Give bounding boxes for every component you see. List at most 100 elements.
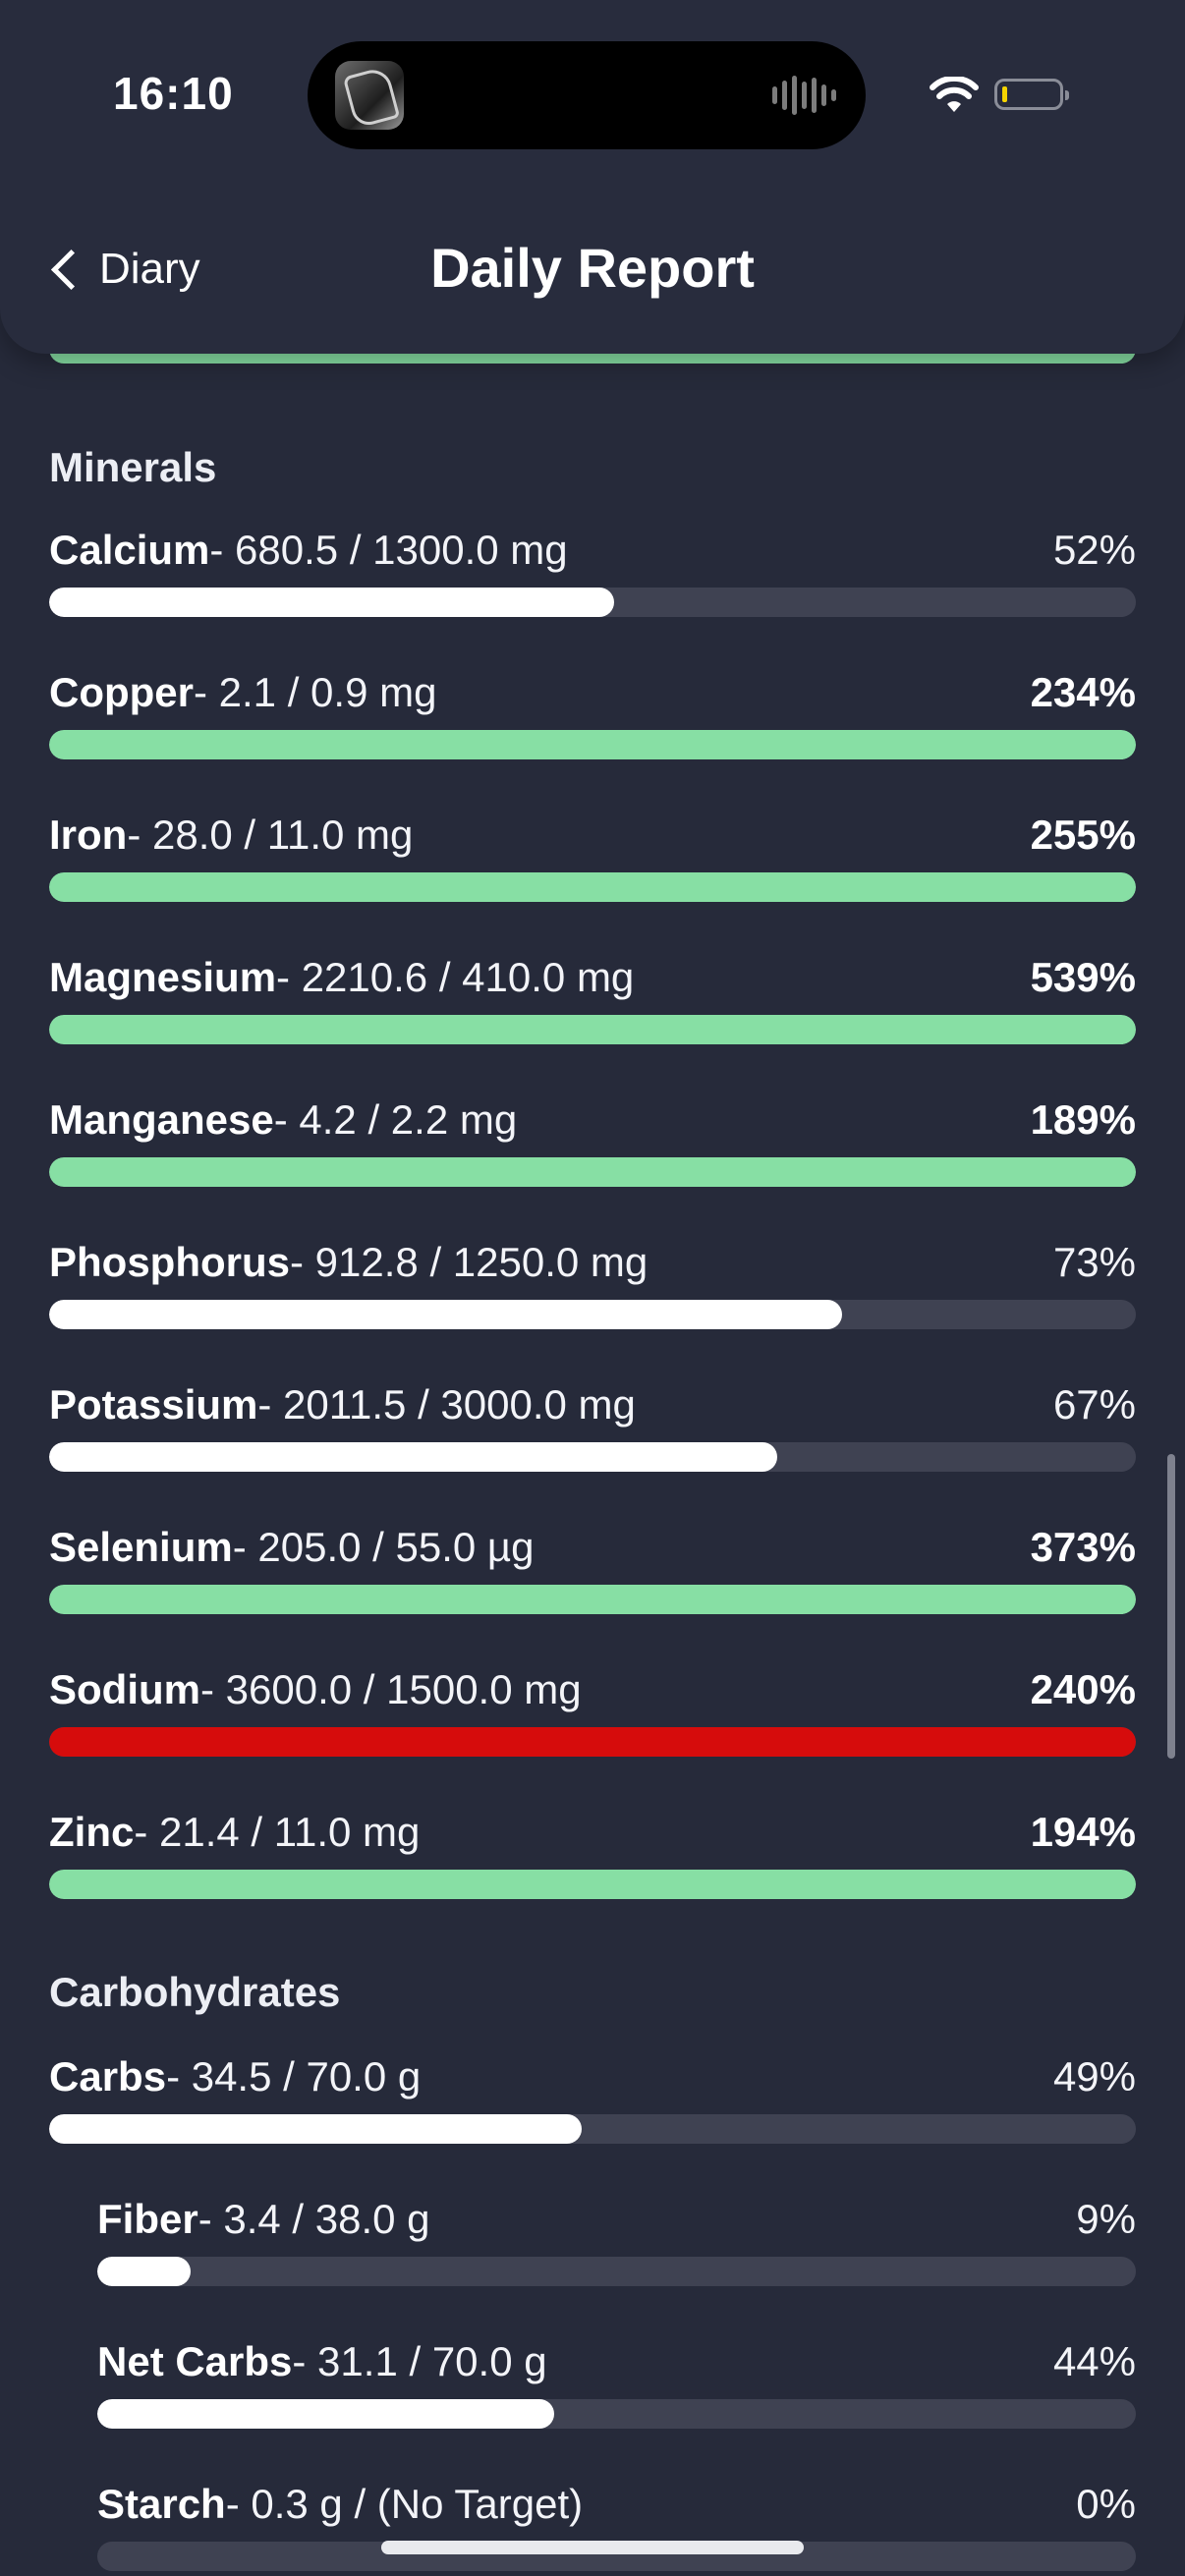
nutrient-name: Calcium xyxy=(49,527,210,573)
progress-fill xyxy=(49,1870,1136,1899)
page-title: Daily Report xyxy=(430,237,755,299)
back-button[interactable]: Diary xyxy=(47,240,200,299)
progress-track xyxy=(49,872,1136,902)
status-time: 16:10 xyxy=(113,68,234,119)
nutrient-name: Magnesium xyxy=(49,954,277,1000)
nutrient-percent: 9% xyxy=(1076,2196,1136,2242)
progress-fill xyxy=(49,2114,582,2144)
home-indicator[interactable] xyxy=(381,2541,804,2554)
nutrient-label: Copper- 2.1 / 0.9 mg 234% xyxy=(49,665,1136,720)
nav-header: 16:10 Diary Daily Report xyxy=(0,0,1185,354)
progress-fill xyxy=(49,588,615,617)
nutrient-label: Selenium- 205.0 / 55.0 µg 373% xyxy=(49,1520,1136,1575)
nutrient-name: Selenium xyxy=(49,1524,233,1570)
nutrient-amount: - 28.0 / 11.0 mg xyxy=(127,812,414,858)
nutrient-row[interactable]: Potassium- 2011.5 / 3000.0 mg 67% xyxy=(49,1377,1136,1472)
nutrient-percent: 255% xyxy=(1030,812,1136,858)
nutrient-name: Sodium xyxy=(49,1666,200,1712)
section-title-minerals: Minerals xyxy=(49,444,217,490)
nutrient-amount: - 2210.6 / 410.0 mg xyxy=(276,954,635,1000)
nutrient-name: Fiber xyxy=(97,2196,198,2242)
nutrient-amount: - 2.1 / 0.9 mg xyxy=(194,669,437,715)
progress-track xyxy=(49,1442,1136,1472)
nutrient-percent: 234% xyxy=(1030,669,1136,715)
progress-track xyxy=(49,1585,1136,1614)
nutrient-percent: 0% xyxy=(1076,2481,1136,2527)
audio-waveform-icon xyxy=(772,76,836,115)
nutrient-row[interactable]: Starch- 0.3 g / (No Target) 0% xyxy=(97,2477,1136,2571)
nutrient-percent: 52% xyxy=(1052,527,1136,573)
nutrient-percent: 189% xyxy=(1030,1096,1136,1143)
progress-track xyxy=(97,2257,1136,2286)
nutrient-percent: 194% xyxy=(1030,1809,1136,1855)
nutrient-percent: 539% xyxy=(1030,954,1136,1000)
battery-icon xyxy=(994,79,1069,110)
nutrient-label: Fiber- 3.4 / 38.0 g 9% xyxy=(97,2192,1136,2247)
progress-track xyxy=(49,2114,1136,2144)
nutrient-row[interactable]: Selenium- 205.0 / 55.0 µg 373% xyxy=(49,1520,1136,1614)
progress-track xyxy=(49,1727,1136,1757)
nutrient-amount: - 21.4 / 11.0 mg xyxy=(134,1809,421,1855)
progress-fill xyxy=(49,1585,1136,1614)
nutrient-row[interactable]: Zinc- 21.4 / 11.0 mg 194% xyxy=(49,1805,1136,1899)
section-title-carbohydrates: Carbohydrates xyxy=(49,1969,341,2015)
nutrient-row[interactable]: Phosphorus- 912.8 / 1250.0 mg 73% xyxy=(49,1235,1136,1329)
nutrient-row[interactable]: Magnesium- 2210.6 / 410.0 mg 539% xyxy=(49,950,1136,1044)
progress-track xyxy=(49,1015,1136,1044)
nutrient-percent: 44% xyxy=(1052,2338,1136,2384)
nutrient-amount: - 4.2 / 2.2 mg xyxy=(273,1096,518,1143)
nutrient-name: Zinc xyxy=(49,1809,135,1855)
progress-fill xyxy=(49,730,1136,759)
nutrient-amount: - 680.5 / 1300.0 mg xyxy=(209,527,568,573)
nutrient-amount: - 205.0 / 55.0 µg xyxy=(232,1524,535,1570)
nutrient-amount: - 31.1 / 70.0 g xyxy=(292,2338,547,2384)
nutrient-percent: 49% xyxy=(1052,2053,1136,2100)
nutrient-label: Net Carbs- 31.1 / 70.0 g 44% xyxy=(97,2334,1136,2389)
nutrient-name: Iron xyxy=(49,812,128,858)
nutrient-label: Manganese- 4.2 / 2.2 mg 189% xyxy=(49,1092,1136,1148)
progress-fill xyxy=(49,1157,1136,1187)
nutrient-name: Manganese xyxy=(49,1096,274,1143)
nutrient-name: Potassium xyxy=(49,1381,258,1428)
nutrient-row[interactable]: Copper- 2.1 / 0.9 mg 234% xyxy=(49,665,1136,759)
nutrient-label: Sodium- 3600.0 / 1500.0 mg 240% xyxy=(49,1662,1136,1717)
progress-track xyxy=(49,730,1136,759)
nutrient-row[interactable]: Sodium- 3600.0 / 1500.0 mg 240% xyxy=(49,1662,1136,1757)
nutrient-percent: 373% xyxy=(1030,1524,1136,1570)
progress-fill xyxy=(97,2257,192,2286)
progress-fill xyxy=(49,1442,778,1472)
scrollbar[interactable] xyxy=(1167,1454,1175,1759)
nutrient-name: Copper xyxy=(49,669,194,715)
nutrient-label: Carbs- 34.5 / 70.0 g 49% xyxy=(49,2049,1136,2104)
nutrient-label: Zinc- 21.4 / 11.0 mg 194% xyxy=(49,1805,1136,1860)
nutrient-label: Calcium- 680.5 / 1300.0 mg 52% xyxy=(49,523,1136,578)
nutrient-label: Starch- 0.3 g / (No Target) 0% xyxy=(97,2477,1136,2532)
nutrient-percent: 67% xyxy=(1052,1381,1136,1428)
nutrient-row[interactable]: Carbs- 34.5 / 70.0 g 49% xyxy=(49,2049,1136,2144)
wifi-icon xyxy=(930,77,979,112)
nutrient-label: Magnesium- 2210.6 / 410.0 mg 539% xyxy=(49,950,1136,1005)
nutrient-row[interactable]: Fiber- 3.4 / 38.0 g 9% xyxy=(97,2192,1136,2286)
nutrient-label: Potassium- 2011.5 / 3000.0 mg 67% xyxy=(49,1377,1136,1432)
progress-fill xyxy=(49,1300,843,1329)
nutrient-row[interactable]: Calcium- 680.5 / 1300.0 mg 52% xyxy=(49,523,1136,617)
nutrient-name: Net Carbs xyxy=(97,2338,293,2384)
nutrient-name: Phosphorus xyxy=(49,1239,291,1285)
nutrient-name: Carbs xyxy=(49,2053,167,2100)
progress-track xyxy=(49,1300,1136,1329)
dynamic-island xyxy=(308,41,866,149)
nutrient-amount: - 0.3 g / (No Target) xyxy=(225,2481,584,2527)
battery-level xyxy=(1002,86,1007,102)
nutrient-row[interactable]: Iron- 28.0 / 11.0 mg 255% xyxy=(49,808,1136,902)
nutrient-label: Phosphorus- 912.8 / 1250.0 mg 73% xyxy=(49,1235,1136,1290)
progress-track xyxy=(49,1870,1136,1899)
progress-fill xyxy=(49,1015,1136,1044)
progress-fill xyxy=(49,1727,1136,1757)
progress-track xyxy=(49,1157,1136,1187)
nutrient-amount: - 912.8 / 1250.0 mg xyxy=(290,1239,649,1285)
nutrient-percent: 73% xyxy=(1052,1239,1136,1285)
nutrient-row[interactable]: Net Carbs- 31.1 / 70.0 g 44% xyxy=(97,2334,1136,2429)
nutrient-name: Starch xyxy=(97,2481,226,2527)
nutrient-row[interactable]: Manganese- 4.2 / 2.2 mg 189% xyxy=(49,1092,1136,1187)
